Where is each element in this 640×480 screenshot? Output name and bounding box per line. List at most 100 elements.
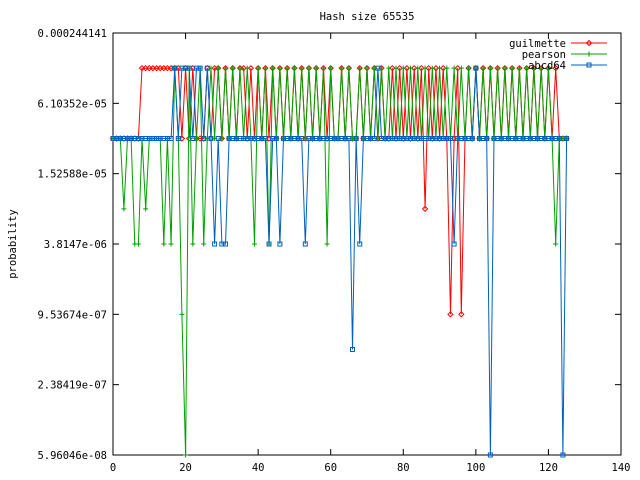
x-tick-label: 80: [397, 462, 410, 474]
data-point: [357, 65, 363, 71]
data-point: [346, 65, 352, 71]
data-point: [545, 65, 551, 71]
data-point: [277, 65, 283, 71]
x-tick-label: 20: [179, 462, 192, 474]
y-tick-label: 2.38419e-07: [37, 380, 107, 392]
data-point: [425, 64, 432, 72]
data-point: [451, 241, 457, 247]
y-tick-label: 0.000244141: [37, 28, 107, 40]
data-point: [439, 64, 447, 72]
x-tick-label: 60: [324, 462, 337, 474]
data-point: [375, 65, 381, 71]
data-point: [201, 241, 207, 247]
data-point: [447, 136, 453, 141]
data-point: [252, 241, 258, 247]
chart-title: Hash size 65535: [320, 11, 415, 23]
data-point: [135, 241, 141, 247]
data-point: [197, 65, 203, 71]
data-point: [237, 65, 243, 71]
data-point: [586, 51, 592, 57]
data-point: [415, 65, 421, 71]
x-tick-label: 140: [612, 462, 631, 474]
data-point: [284, 65, 290, 71]
data-point: [255, 65, 261, 71]
data-point: [480, 65, 486, 71]
data-point: [553, 241, 559, 247]
data-point: [487, 452, 493, 458]
data-point: [538, 65, 544, 71]
data-point: [400, 65, 406, 71]
y-tick-label: 3.8147e-06: [44, 239, 107, 251]
data-point: [371, 136, 377, 141]
data-point: [320, 65, 326, 71]
data-point: [432, 64, 440, 72]
data-point: [190, 136, 196, 141]
data-point: [421, 205, 429, 213]
data-point: [473, 65, 479, 71]
y-axis-label: probability: [7, 209, 19, 279]
data-point: [466, 65, 472, 71]
data-point: [353, 136, 359, 141]
data-point: [349, 347, 355, 352]
data-point: [222, 241, 228, 247]
data-point: [403, 64, 411, 72]
data-point: [429, 65, 435, 71]
series-layer: [109, 64, 570, 458]
x-tick-label: 40: [252, 462, 265, 474]
data-point: [201, 136, 207, 141]
data-point: [389, 64, 396, 72]
data-point: [357, 241, 363, 247]
data-point: [484, 136, 490, 141]
data-point: [306, 65, 312, 71]
y-tick-label: 1.52588e-05: [37, 169, 107, 181]
data-point: [364, 65, 370, 71]
data-point: [386, 65, 392, 71]
data-point: [328, 65, 334, 71]
data-point: [509, 65, 515, 71]
data-point: [186, 65, 192, 71]
data-point: [408, 65, 414, 71]
data-point: [469, 136, 475, 141]
data-point: [418, 64, 425, 72]
data-point: [339, 65, 345, 71]
data-point: [161, 241, 167, 247]
axis-ticks: 0 20 40 60 80 100 120 140 0.000244141 6.10352e-05…: [37, 28, 630, 474]
y-tick-label: 9.53674e-07: [37, 309, 107, 321]
data-point: [240, 64, 247, 72]
data-point: [168, 136, 174, 141]
data-point: [262, 65, 268, 71]
data-point: [208, 136, 214, 141]
x-tick-label: 100: [466, 462, 485, 474]
data-point: [230, 65, 236, 71]
data-point: [524, 65, 530, 71]
data-point: [215, 65, 221, 71]
data-point: [262, 136, 268, 141]
data-point: [585, 39, 593, 47]
data-point: [179, 311, 185, 317]
data-point: [273, 136, 279, 141]
data-point: [175, 136, 181, 141]
data-point: [564, 136, 570, 141]
data-point: [172, 65, 178, 71]
data-point: [244, 65, 250, 71]
data-point: [247, 64, 255, 72]
data-point: [437, 65, 443, 71]
data-point: [560, 452, 566, 458]
data-point: [531, 65, 537, 71]
data-point: [190, 241, 196, 247]
data-point: [121, 206, 127, 212]
data-point: [299, 136, 305, 141]
y-tick-label: 5.96046e-08: [37, 450, 107, 462]
data-point: [454, 64, 461, 72]
data-point: [168, 241, 174, 247]
data-point: [143, 206, 149, 212]
data-point: [495, 65, 501, 71]
data-point: [393, 65, 399, 71]
data-point: [410, 64, 418, 72]
data-point: [277, 241, 283, 247]
data-point: [299, 65, 305, 71]
data-point: [346, 136, 352, 141]
data-point: [444, 65, 450, 71]
